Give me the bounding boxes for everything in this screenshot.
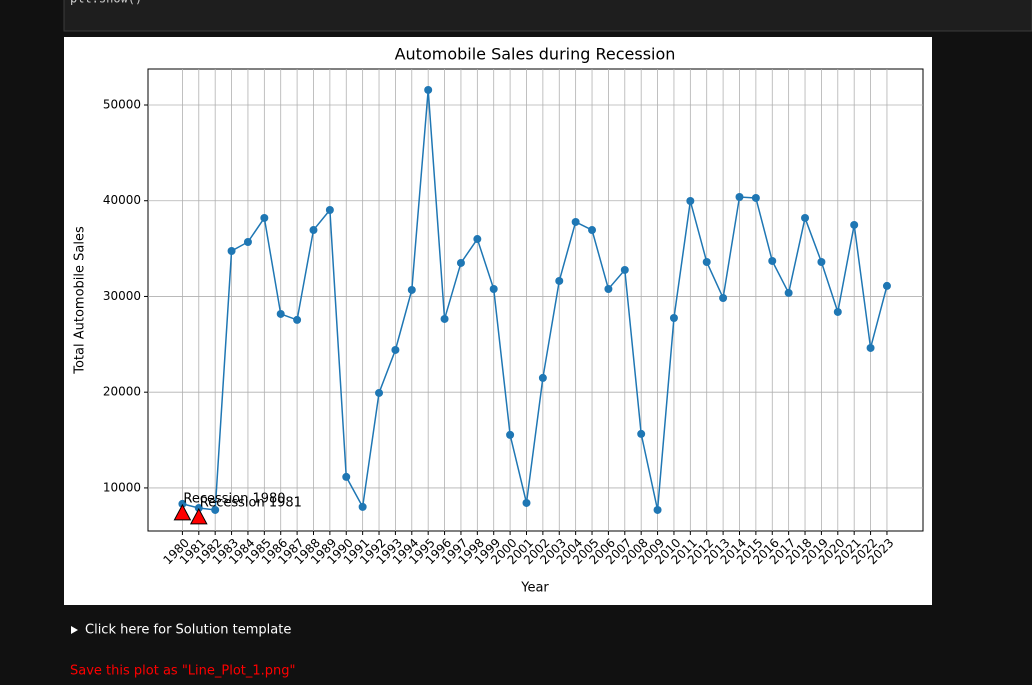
point (407, 285, 416, 294)
plot-frame (147, 68, 924, 532)
point (473, 235, 482, 244)
point (260, 213, 269, 222)
point (637, 429, 646, 438)
point (833, 307, 842, 316)
point (866, 343, 875, 352)
point (293, 315, 302, 324)
point (653, 505, 662, 514)
details-summary[interactable]: Click here for Solution template (85, 623, 291, 638)
y-tick-label: 50000 (103, 97, 141, 111)
x-axis-label: Year (520, 581, 549, 596)
annotation-text: Recession 1980 (183, 491, 285, 506)
annotation-marker (189, 507, 208, 525)
point (604, 284, 613, 293)
annotation-text: Recession 1981 (200, 495, 302, 510)
code-cell[interactable] (63, 0, 1032, 32)
point (850, 220, 859, 229)
y-tick-label: 20000 (103, 385, 141, 399)
point (719, 293, 728, 302)
point (751, 193, 760, 202)
note: Save this plot as "Line_Plot_1.png" (70, 664, 296, 679)
point (571, 217, 580, 226)
point (522, 498, 531, 507)
point (588, 226, 597, 235)
y-tick-label: 10000 (103, 480, 141, 494)
point (555, 276, 564, 285)
point (358, 502, 367, 511)
point (702, 257, 711, 266)
point (489, 284, 498, 293)
point (342, 472, 351, 481)
point (506, 430, 515, 439)
y-tick-label: 40000 (103, 193, 141, 207)
point (227, 246, 236, 255)
y-tick-label: 30000 (103, 289, 141, 303)
point (735, 192, 744, 201)
point (817, 257, 826, 266)
point (456, 258, 465, 267)
point (375, 388, 384, 397)
point (768, 256, 777, 265)
point (276, 309, 285, 318)
point (309, 226, 318, 235)
point (243, 237, 252, 246)
point (440, 314, 449, 323)
point (801, 213, 810, 222)
code-text: plt.show() (70, 0, 142, 6)
y-axis-label: Total Automobile Sales (73, 226, 88, 375)
point (391, 345, 400, 354)
point (669, 313, 678, 322)
point (211, 505, 220, 514)
point (424, 85, 433, 94)
point (784, 288, 793, 297)
chart-title: Automobile Sales during Recession (395, 45, 676, 64)
point (325, 206, 334, 215)
point (882, 281, 891, 290)
point (538, 373, 547, 382)
annotation-marker (173, 503, 192, 521)
disclosure-arrow[interactable] (71, 626, 78, 634)
point (620, 265, 629, 274)
point (686, 197, 695, 206)
line (182, 89, 888, 511)
